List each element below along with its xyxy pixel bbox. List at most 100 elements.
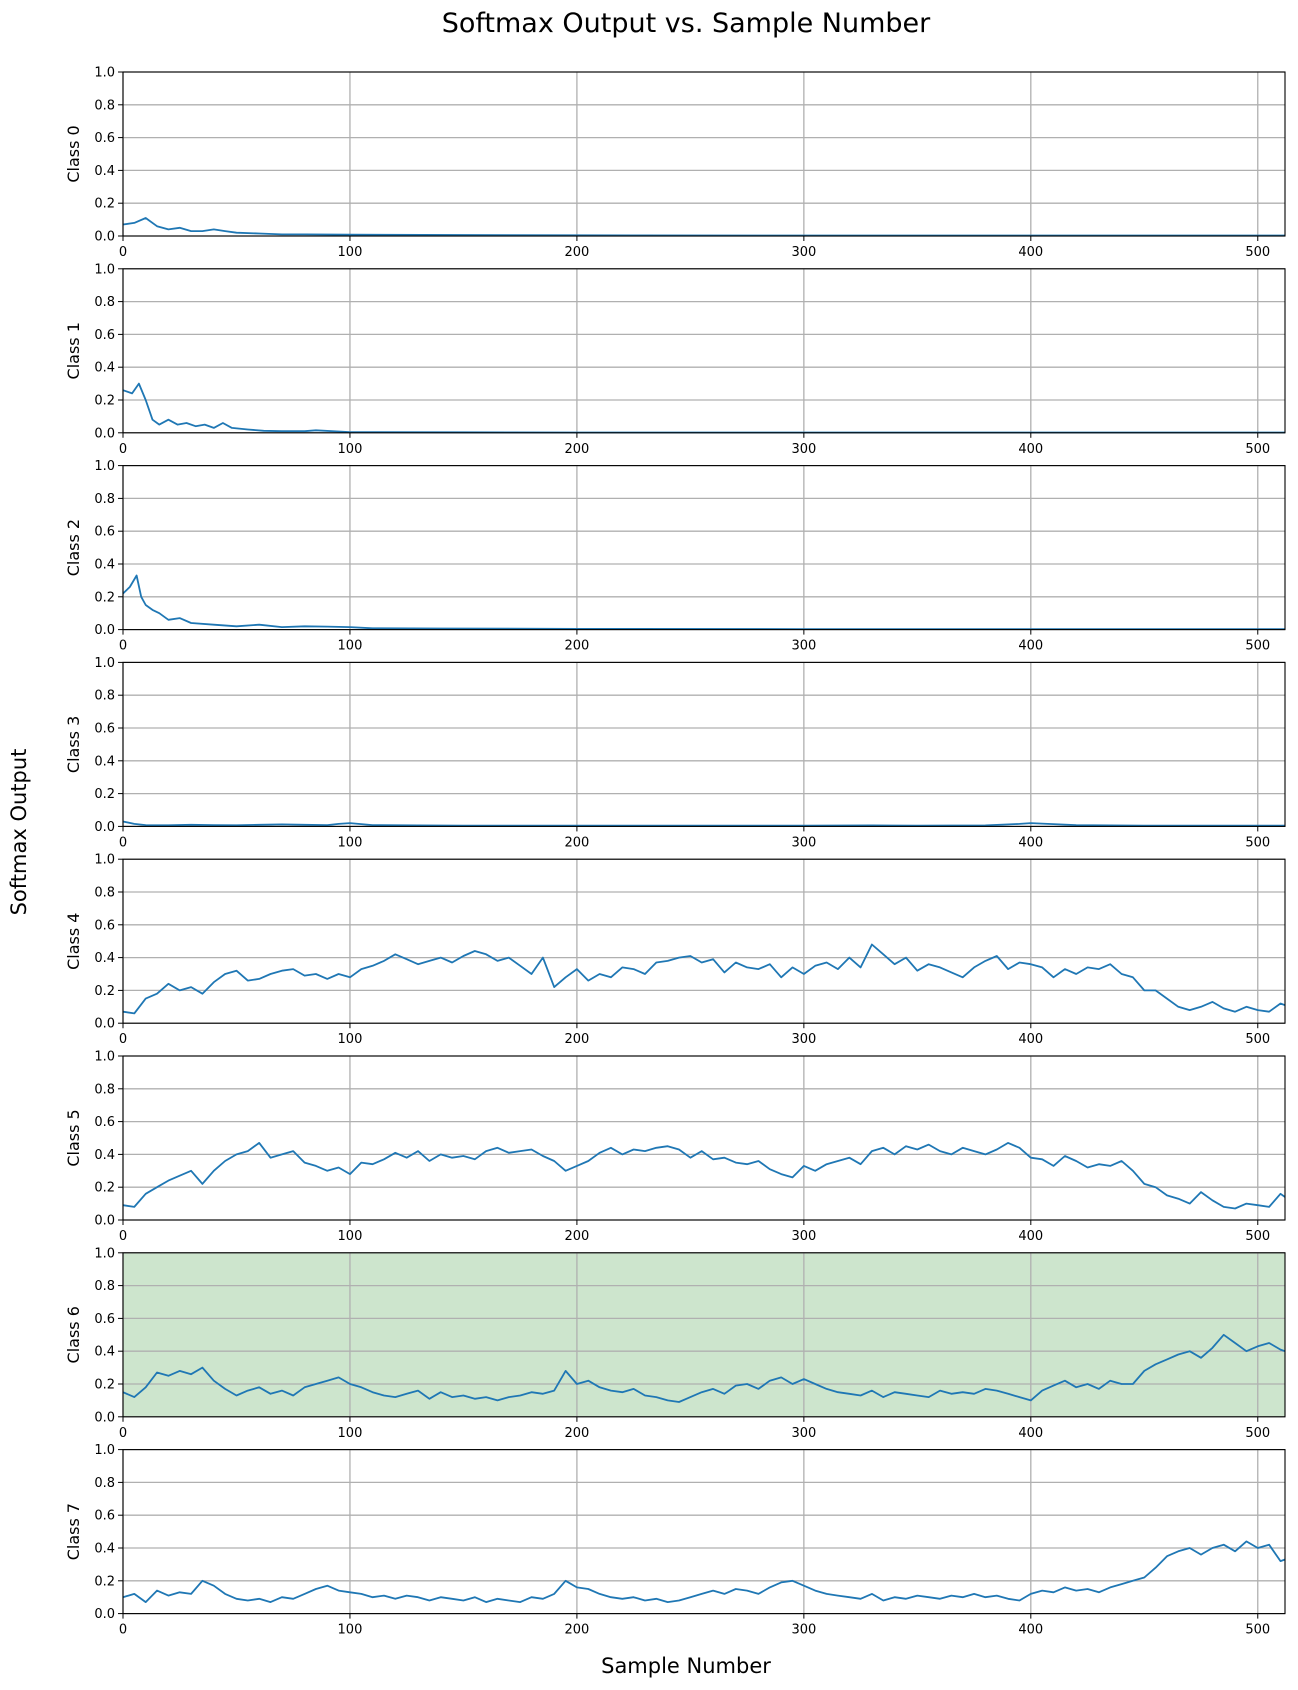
y-tick-label: 0.8 — [94, 1476, 115, 1491]
panel-label: Class 7 — [64, 1503, 83, 1560]
x-tick-label: 400 — [1018, 442, 1043, 457]
panels-group: 0.0 0.2 0.4 0.6 0.8 1.0 0 100 200 300 400 500 Class … — [64, 66, 1286, 1638]
panel-class-2: 0.0 0.2 0.4 0.6 0.8 1.0 0 100 200 300 400 500 Class … — [64, 459, 1286, 654]
panel-label: Class 4 — [64, 913, 83, 970]
panel-label: Class 3 — [64, 716, 83, 773]
x-tick-label: 400 — [1018, 1229, 1043, 1244]
y-tick-label: 1.0 — [94, 262, 115, 277]
axes-frame — [122, 71, 1286, 237]
x-tick-label: 300 — [791, 1426, 816, 1441]
x-tick-label: 0 — [119, 1032, 127, 1047]
y-tick-label: 0.6 — [94, 525, 115, 540]
y-tick-label: 1.0 — [94, 459, 115, 474]
y-tick-label: 0.0 — [94, 1214, 115, 1229]
panel-label: Class 1 — [64, 322, 83, 379]
y-tick-label: 0.8 — [94, 492, 115, 507]
highlight-background — [123, 1252, 1285, 1417]
x-tick-label: 0 — [119, 1623, 127, 1638]
y-tick-label: 0.4 — [94, 1345, 115, 1360]
y-tick-label: 0.6 — [94, 1312, 115, 1327]
y-tick-label: 0.0 — [94, 820, 115, 835]
x-tick-label: 500 — [1245, 245, 1270, 260]
series-line-class-4 — [122, 943, 1286, 1015]
y-tick-label: 0.2 — [94, 394, 115, 409]
panel-label: Class 6 — [64, 1306, 83, 1363]
y-tick-label: 0.0 — [94, 1410, 115, 1425]
x-tick-label: 200 — [564, 1032, 589, 1047]
axes-frame — [122, 1449, 1286, 1615]
y-tick-label: 0.4 — [94, 164, 115, 179]
y-tick-label: 0.8 — [94, 295, 115, 310]
x-tick-label: 100 — [338, 1229, 363, 1244]
y-tick-label: 1.0 — [94, 1246, 115, 1261]
x-tick-label: 0 — [119, 835, 127, 850]
x-tick-label: 200 — [564, 639, 589, 654]
chart-title: Softmax Output vs. Sample Number — [442, 8, 931, 39]
x-tick-label: 400 — [1018, 1032, 1043, 1047]
x-tick-label: 100 — [338, 245, 363, 260]
x-tick-label: 100 — [338, 1426, 363, 1441]
axes-frame — [122, 1252, 1286, 1418]
y-tick-label: 0.4 — [94, 1148, 115, 1163]
y-tick-label: 0.6 — [94, 918, 115, 933]
panel-class-4: 0.0 0.2 0.4 0.6 0.8 1.0 0 100 200 300 400 500 Class … — [64, 853, 1286, 1047]
x-tick-label: 0 — [119, 1229, 127, 1244]
x-tick-label: 300 — [791, 1032, 816, 1047]
y-tick-label: 0.6 — [94, 722, 115, 737]
x-tick-label: 300 — [791, 245, 816, 260]
panel-label: Class 2 — [64, 519, 83, 576]
panel-label: Class 5 — [64, 1109, 83, 1166]
x-axis-title: Sample Number — [601, 1654, 771, 1678]
y-tick-label: 1.0 — [94, 853, 115, 868]
x-tick-label: 200 — [564, 442, 589, 457]
x-tick-label: 500 — [1245, 1623, 1270, 1638]
x-tick-label: 200 — [564, 1229, 589, 1244]
x-tick-label: 0 — [119, 245, 127, 260]
x-tick-label: 500 — [1245, 835, 1270, 850]
x-tick-label: 100 — [338, 639, 363, 654]
y-tick-label: 0.2 — [94, 787, 115, 802]
x-tick-label: 0 — [119, 639, 127, 654]
x-tick-label: 500 — [1245, 639, 1270, 654]
x-tick-label: 200 — [564, 1426, 589, 1441]
y-tick-label: 0.6 — [94, 328, 115, 343]
y-tick-label: 0.2 — [94, 984, 115, 999]
y-tick-label: 0.0 — [94, 623, 115, 638]
x-tick-label: 300 — [791, 835, 816, 850]
panel-class-3: 0.0 0.2 0.4 0.6 0.8 1.0 0 100 200 300 400 500 Class … — [64, 656, 1286, 850]
y-tick-label: 1.0 — [94, 1443, 115, 1458]
x-tick-label: 0 — [119, 1426, 127, 1441]
y-tick-label: 1.0 — [94, 1050, 115, 1065]
axes-frame — [122, 858, 1286, 1024]
x-tick-label: 300 — [791, 639, 816, 654]
x-tick-label: 300 — [791, 1229, 816, 1244]
y-tick-label: 0.8 — [94, 689, 115, 704]
x-tick-label: 300 — [791, 1623, 816, 1638]
y-tick-label: 0.8 — [94, 1279, 115, 1294]
x-tick-label: 400 — [1018, 1623, 1043, 1638]
x-tick-label: 100 — [338, 1032, 363, 1047]
panel-class-5: 0.0 0.2 0.4 0.6 0.8 1.0 0 100 200 300 400 500 Class … — [64, 1050, 1286, 1244]
y-tick-label: 0.0 — [94, 1017, 115, 1032]
y-tick-label: 0.8 — [94, 886, 115, 901]
y-tick-label: 1.0 — [94, 66, 115, 81]
x-tick-label: 200 — [564, 1623, 589, 1638]
x-tick-label: 500 — [1245, 442, 1270, 457]
x-tick-label: 500 — [1245, 1426, 1270, 1441]
axes-frame — [122, 1055, 1286, 1221]
series-line-class-6 — [122, 1333, 1286, 1403]
y-tick-label: 0.6 — [94, 1115, 115, 1130]
y-tick-label: 0.4 — [94, 558, 115, 573]
x-tick-label: 100 — [338, 442, 363, 457]
y-tick-label: 0.0 — [94, 426, 115, 441]
y-tick-label: 0.4 — [94, 951, 115, 966]
series-line-class-1 — [122, 382, 1285, 434]
y-axis-title: Softmax Output — [7, 749, 31, 916]
y-tick-label: 0.6 — [94, 131, 115, 146]
x-tick-label: 200 — [564, 835, 589, 850]
y-tick-label: 0.0 — [94, 230, 115, 245]
series-line-class-0 — [122, 217, 1285, 237]
x-tick-label: 200 — [564, 245, 589, 260]
